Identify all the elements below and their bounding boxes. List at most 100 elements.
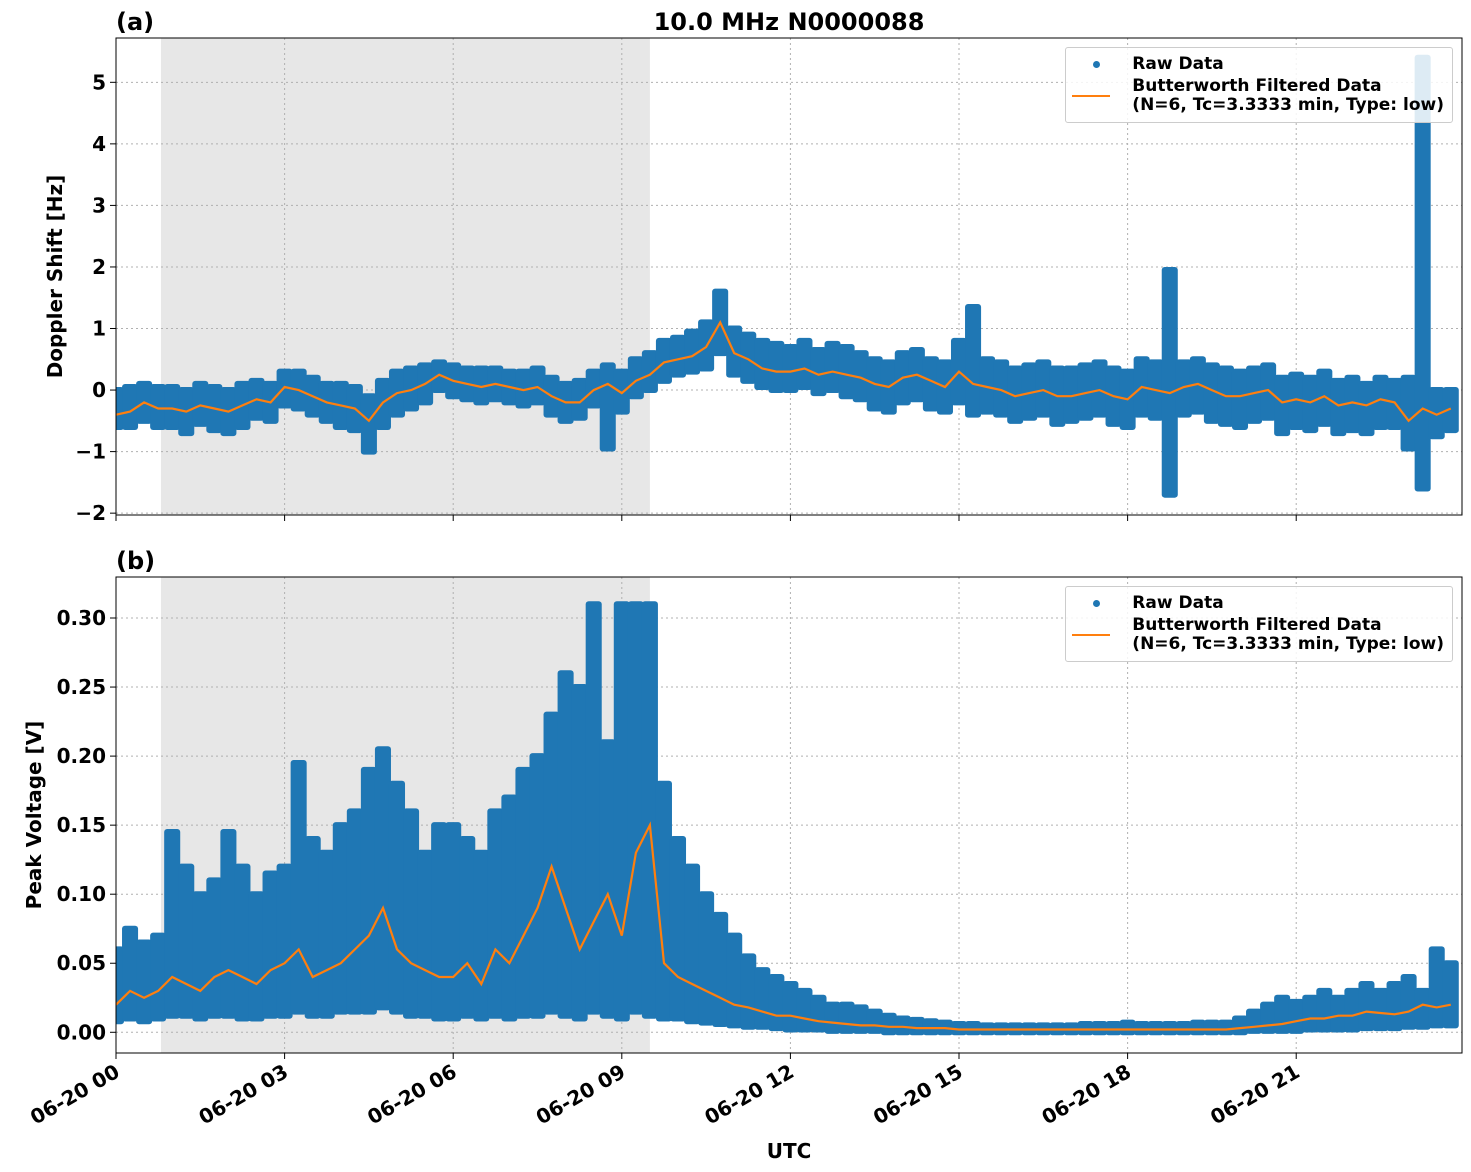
- raw-data-range: [1203, 362, 1220, 424]
- raw-data-range: [838, 343, 855, 400]
- y-tick-label: 0.10: [57, 882, 106, 906]
- raw-data-range: [1035, 359, 1052, 418]
- raw-data-range: [248, 891, 265, 1022]
- raw-data-range: [627, 601, 644, 1015]
- panel-label: (b): [116, 547, 155, 575]
- raw-data-range: [206, 877, 223, 1019]
- x-tick-label: 06-20 15: [869, 1059, 967, 1129]
- raw-data-range: [150, 383, 167, 430]
- raw-data-range: [262, 870, 279, 1019]
- raw-data-range: [360, 393, 377, 455]
- y-tick-label: 1: [92, 317, 106, 341]
- raw-data-range: [1133, 1021, 1150, 1036]
- raw-data-range: [1274, 374, 1291, 437]
- raw-data-range: [1203, 1019, 1220, 1036]
- raw-data-range: [557, 670, 574, 1019]
- y-axis-label: Peak Voltage [V]: [22, 721, 46, 910]
- raw-data-range: [290, 760, 307, 1015]
- raw-data-range: [1344, 987, 1361, 1033]
- raw-data-range: [136, 939, 153, 1025]
- raw-data-range: [684, 328, 701, 375]
- x-tick-label: 06-20 18: [1038, 1059, 1136, 1129]
- raw-data-range: [529, 753, 546, 1019]
- y-tick-label: 4: [92, 132, 106, 156]
- raw-data-range: [1400, 374, 1417, 452]
- y-tick-label: 0.20: [57, 744, 106, 768]
- raw-data-range: [501, 794, 518, 1022]
- raw-data-range: [192, 891, 209, 1022]
- raw-data-range: [894, 1015, 911, 1036]
- raw-data-range: [1231, 368, 1249, 430]
- raw-data-range: [1386, 980, 1403, 1032]
- y-tick-label: 0.25: [57, 675, 106, 699]
- raw-data-range: [122, 383, 139, 430]
- raw-data-range: [768, 974, 785, 1032]
- raw-data-range: [726, 932, 743, 1029]
- raw-data-range: [852, 1004, 869, 1034]
- raw-data-range: [754, 337, 771, 390]
- raw-data-range: [1372, 987, 1389, 1032]
- raw-data-range: [965, 1021, 982, 1036]
- raw-data-range: [192, 380, 209, 427]
- raw-data-range: [487, 808, 504, 1019]
- legend-entry: Raw Data: [1072, 594, 1444, 613]
- raw-data-range: [627, 356, 644, 400]
- raw-data-range: [445, 822, 462, 1022]
- legend-key: [1072, 594, 1120, 613]
- raw-data-range: [613, 601, 630, 1022]
- x-tick-label: 06-20 09: [532, 1059, 630, 1129]
- filtered-line: [116, 821, 1452, 1031]
- legend-label: Raw Data: [1132, 54, 1224, 74]
- raw-data-range: [1077, 362, 1094, 421]
- shaded-span: [160, 38, 650, 515]
- raw-data-range: [1161, 267, 1178, 498]
- raw-data-range: [922, 1018, 939, 1036]
- raw-data-range: [360, 766, 377, 1015]
- raw-data-range: [234, 863, 251, 1022]
- raw-data-range: [1428, 946, 1445, 1029]
- raw-data-range: [1414, 987, 1431, 1030]
- x-axis-label: UTC: [767, 1139, 812, 1163]
- raw-data-range: [810, 347, 827, 397]
- raw-data-range: [515, 368, 532, 409]
- raw-data-range: [403, 365, 420, 412]
- legend-marker: [1072, 94, 1111, 97]
- raw-data-range: [740, 331, 757, 384]
- y-tick-label: 0.00: [57, 1020, 106, 1044]
- legend-entry: Butterworth Filtered Data (N=6, Tc=3.333…: [1072, 616, 1444, 654]
- raw-data-range: [1175, 359, 1192, 418]
- legend-label: Raw Data: [1132, 593, 1224, 613]
- legend-entry: Raw Data: [1072, 55, 1444, 74]
- raw-data-range: [150, 932, 167, 1022]
- raw-data-range: [712, 911, 729, 1028]
- raw-data-range: [599, 362, 616, 452]
- raw-data-range: [613, 368, 630, 415]
- raw-data-range: [979, 356, 996, 415]
- raw-data-range: [403, 808, 420, 1019]
- y-tick-label: 5: [92, 70, 106, 94]
- raw-data-range: [824, 1001, 841, 1034]
- raw-data-range: [1231, 1015, 1249, 1036]
- legend-label: Butterworth Filtered Data (N=6, Tc=3.333…: [1132, 615, 1444, 654]
- raw-data-range: [1021, 362, 1038, 421]
- raw-data-range: [116, 946, 125, 1025]
- raw-data-range: [459, 835, 476, 1019]
- legend-marker: [1093, 600, 1101, 607]
- raw-data-range: [1414, 54, 1431, 492]
- raw-data-range: [1175, 1021, 1192, 1036]
- raw-data-range: [993, 359, 1010, 418]
- legend: Raw Data Butterworth Filtered Data (N=6, …: [1065, 47, 1453, 123]
- chart-title: 10.0 MHz N0000088: [654, 8, 925, 36]
- axes-frame: [115, 37, 1463, 516]
- raw-data-range: [332, 822, 349, 1015]
- raw-data-range: [684, 863, 701, 1025]
- plot-area: [116, 54, 1459, 498]
- raw-data-range: [1358, 380, 1375, 437]
- raw-data-range: [164, 383, 181, 430]
- raw-data-range: [1330, 994, 1347, 1033]
- raw-data-range: [965, 303, 982, 418]
- raw-data-range: [1189, 1019, 1206, 1036]
- raw-data-range: [431, 359, 448, 394]
